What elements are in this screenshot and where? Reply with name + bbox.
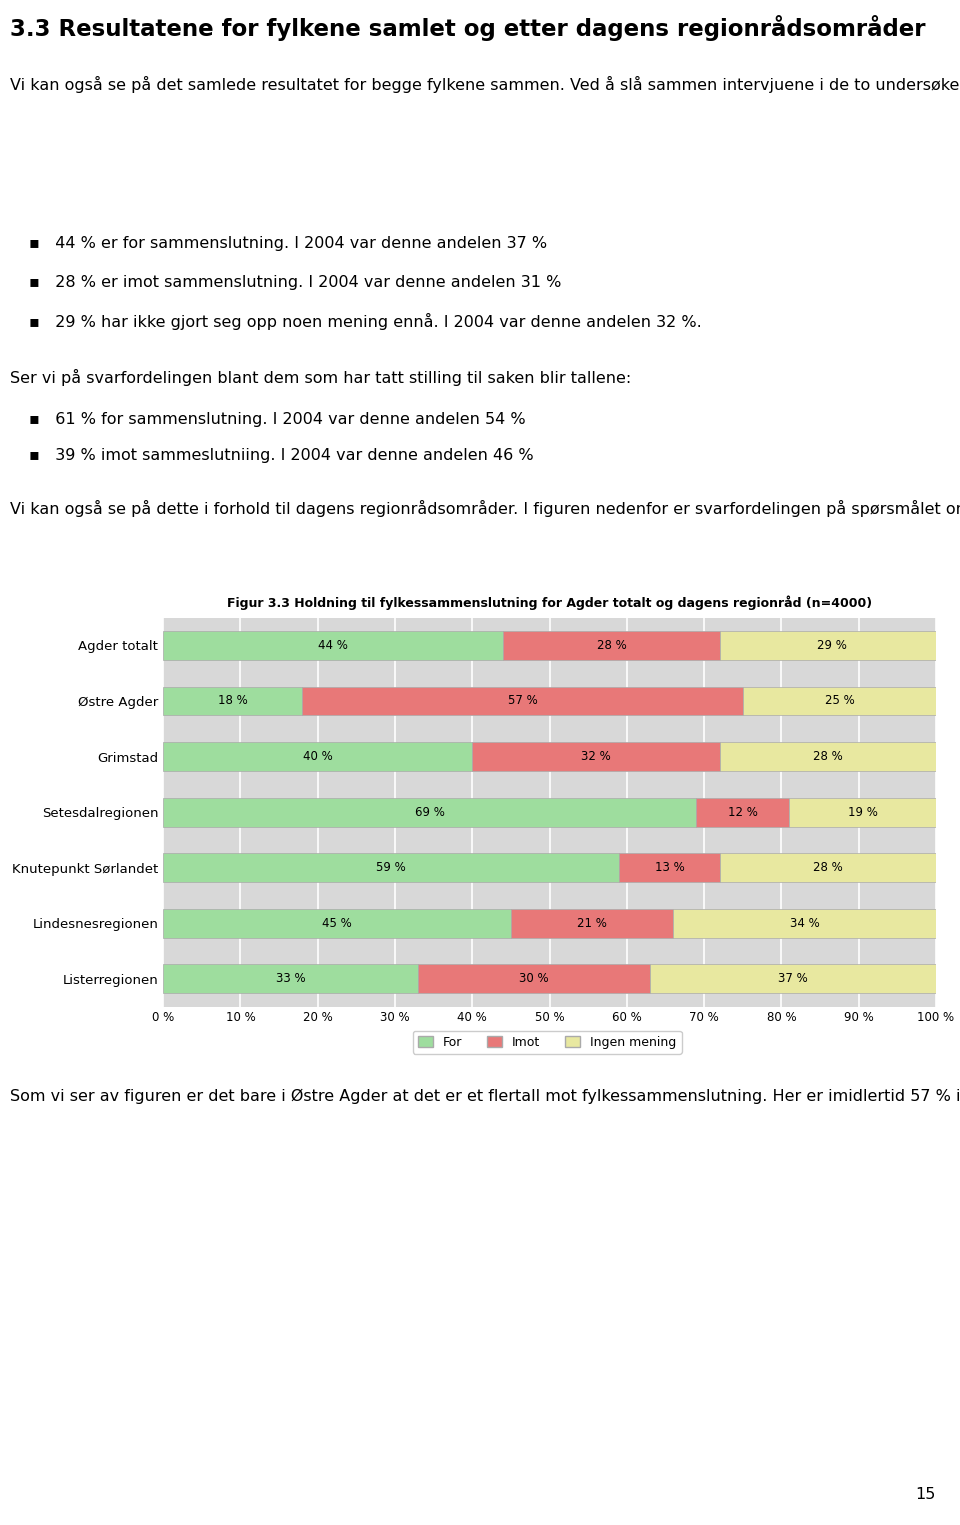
Bar [650,964,936,993]
Bar [720,852,936,881]
Text: 3.3 Resultatene for fylkene samlet og etter dagens regionrådsområder: 3.3 Resultatene for fylkene samlet og et… [10,15,925,41]
Text: ▪   44 % er for sammenslutning. I 2004 var denne andelen 37 %: ▪ 44 % er for sammenslutning. I 2004 var… [29,236,547,252]
Text: 57 %: 57 % [508,694,538,708]
Text: 29 %: 29 % [817,639,847,651]
Bar [720,631,944,660]
Bar [503,631,720,660]
Text: 25 %: 25 % [825,694,854,708]
Bar [302,686,743,715]
Text: ▪   39 % imot sammeslutniing. I 2004 var denne andelen 46 %: ▪ 39 % imot sammeslutniing. I 2004 var d… [29,448,534,464]
Text: 28 %: 28 % [813,750,843,762]
Text: 59 %: 59 % [376,862,406,874]
Bar [419,964,650,993]
Text: 33 %: 33 % [276,973,305,985]
Text: 37 %: 37 % [779,973,808,985]
Bar [163,964,419,993]
Bar [163,631,503,660]
Text: 18 %: 18 % [218,694,248,708]
Text: 13 %: 13 % [655,862,684,874]
Bar [163,852,619,881]
Text: Som vi ser av figuren er det bare i Østre Agder at det er et flertall mot fylkes: Som vi ser av figuren er det bare i Østr… [10,1087,960,1104]
Text: 69 %: 69 % [415,805,444,819]
Text: 45 %: 45 % [323,917,352,930]
Text: ▪   29 % har ikke gjort seg opp noen mening ennå. I 2004 var denne andelen 32 %.: ▪ 29 % har ikke gjort seg opp noen menin… [29,313,702,329]
Text: 28 %: 28 % [813,862,843,874]
Text: 30 %: 30 % [519,973,549,985]
Text: Ser vi på svarfordelingen blant dem som har tatt stilling til saken blir tallene: Ser vi på svarfordelingen blant dem som … [10,369,631,386]
Text: 40 %: 40 % [303,750,332,762]
Text: Vi kan også se på det samlede resultatet for begge fylkene sammen. Ved å slå sam: Vi kan også se på det samlede resultatet… [10,76,960,93]
Bar [163,686,302,715]
Text: 15: 15 [916,1487,936,1502]
Legend: For, Imot, Ingen mening: For, Imot, Ingen mening [413,1031,682,1054]
Bar [511,909,673,938]
Text: 12 %: 12 % [728,805,757,819]
Bar [743,686,936,715]
Bar [163,909,511,938]
Text: ▪   61 % for sammenslutning. I 2004 var denne andelen 54 %: ▪ 61 % for sammenslutning. I 2004 var de… [29,412,525,427]
Text: Vi kan også se på dette i forhold til dagens regionrådsområder. I figuren nedenf: Vi kan også se på dette i forhold til da… [10,500,960,517]
Bar [163,743,472,772]
Text: 32 %: 32 % [581,750,611,762]
Text: 28 %: 28 % [596,639,626,651]
Text: 34 %: 34 % [790,917,820,930]
Text: 44 %: 44 % [319,639,348,651]
Text: 19 %: 19 % [848,805,877,819]
Bar [720,743,936,772]
Text: Figur 3.3 Holdning til fylkessammenslutning for Agder totalt og dagens regionråd: Figur 3.3 Holdning til fylkessammenslutn… [227,595,873,610]
Bar [619,852,720,881]
Bar [789,798,936,827]
Bar [472,743,720,772]
Bar [163,798,696,827]
Bar [696,798,789,827]
Text: ▪   28 % er imot sammenslutning. I 2004 var denne andelen 31 %: ▪ 28 % er imot sammenslutning. I 2004 va… [29,274,562,290]
Bar [673,909,936,938]
Text: 21 %: 21 % [577,917,607,930]
